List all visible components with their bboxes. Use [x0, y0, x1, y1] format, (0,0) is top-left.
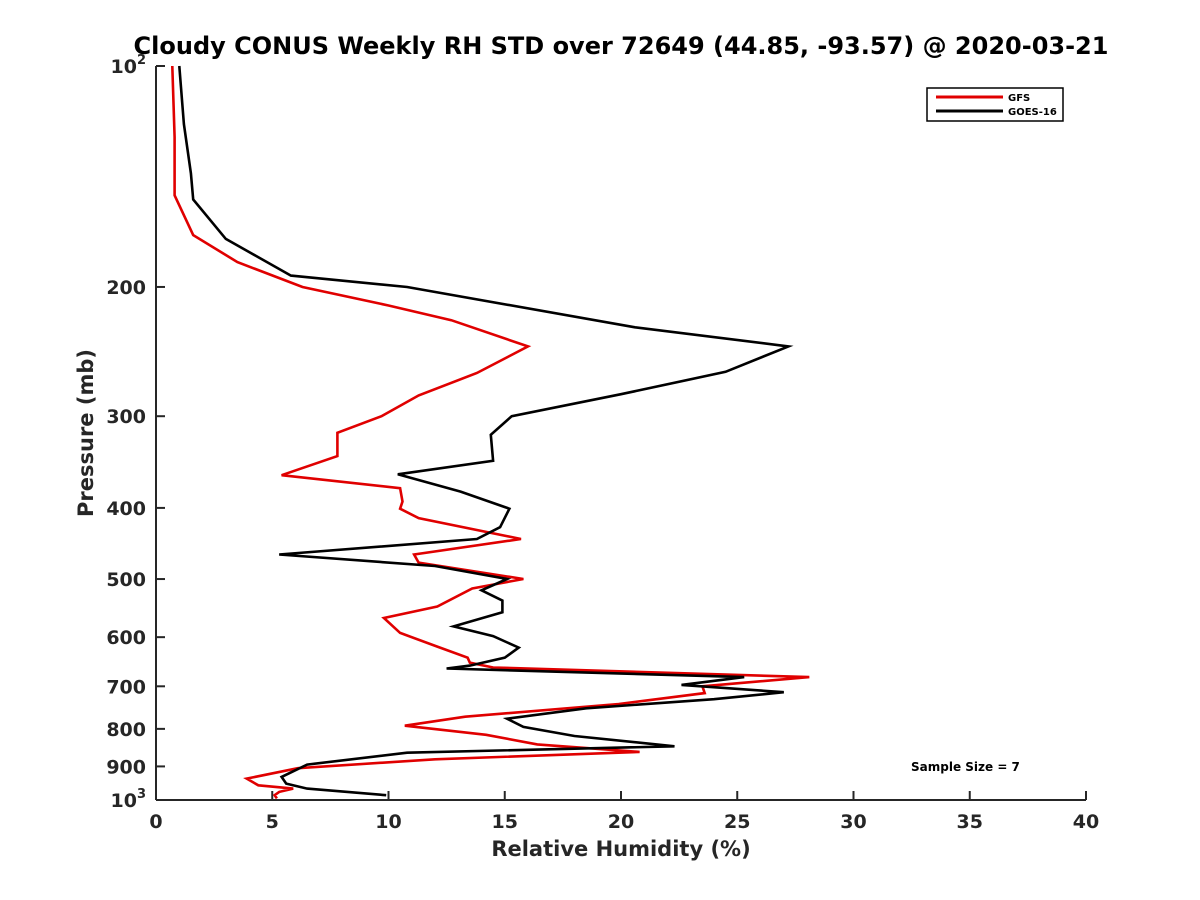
series-lines — [171, 65, 810, 800]
x-axis-ticks: 0 5 10 15 20 25 30 35 40 — [149, 791, 1099, 833]
y-tick-label-base: 500 — [106, 569, 146, 591]
y-tick-label-base: 10 — [111, 790, 137, 812]
x-tick-label: 35 — [957, 811, 983, 833]
y-tick-label-base: 900 — [106, 756, 146, 778]
legend: GFS GOES-16 — [926, 87, 1064, 122]
y-tick-label-exponent: 3 — [137, 787, 146, 802]
chart-title: Cloudy CONUS Weekly RH STD over 72649 (4… — [134, 32, 1109, 60]
legend-label-goes16: GOES-16 — [1008, 107, 1057, 118]
legend-box — [926, 87, 1064, 122]
plot-background — [156, 66, 1086, 800]
y-tick-label: 400 — [106, 498, 146, 520]
x-tick-label: 15 — [492, 811, 518, 833]
y-tick-label-exponent: 2 — [137, 53, 146, 68]
y-tick-label-base: 700 — [106, 676, 146, 698]
x-tick-label: 10 — [375, 811, 401, 833]
x-axis-label: Relative Humidity (%) — [491, 837, 750, 861]
y-tick-label-base: 200 — [106, 277, 146, 299]
series-line-goes16 — [178, 65, 794, 797]
y-tick-label: 102 — [111, 53, 147, 78]
sample-size-annotation: Sample Size = 7 — [911, 760, 1020, 774]
plot-area: 0 5 10 15 20 25 30 35 40 10220030040050060070080… — [106, 53, 1099, 833]
y-axis-label: Pressure (mb) — [74, 349, 98, 517]
series-line-gfs — [171, 65, 810, 800]
x-tick-label: 0 — [149, 811, 162, 833]
y-tick-label: 103 — [111, 787, 147, 812]
legend-label-gfs: GFS — [1008, 93, 1030, 104]
y-tick-label-base: 400 — [106, 498, 146, 520]
x-tick-label: 20 — [608, 811, 634, 833]
y-tick-label: 800 — [106, 719, 146, 741]
y-tick-label-base: 600 — [106, 627, 146, 649]
y-tick-label: 900 — [106, 756, 146, 778]
x-tick-label: 5 — [266, 811, 279, 833]
x-tick-label: 30 — [840, 811, 866, 833]
x-tick-label: 40 — [1073, 811, 1099, 833]
y-tick-label-base: 10 — [111, 56, 137, 78]
x-tick-label: 25 — [724, 811, 750, 833]
y-tick-label: 200 — [106, 277, 146, 299]
y-tick-label: 500 — [106, 569, 146, 591]
y-tick-label: 300 — [106, 406, 146, 428]
y-tick-label: 600 — [106, 627, 146, 649]
y-tick-label: 700 — [106, 676, 146, 698]
y-tick-label-base: 800 — [106, 719, 146, 741]
y-tick-label-base: 300 — [106, 406, 146, 428]
